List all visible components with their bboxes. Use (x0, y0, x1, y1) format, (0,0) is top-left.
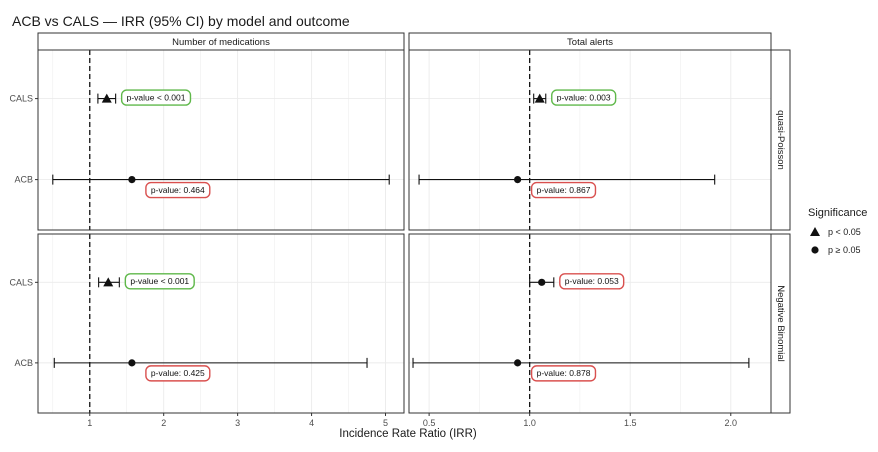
pvalue-label: p-value < 0.001 (124, 273, 195, 290)
x-tick-label: 3 (235, 418, 240, 428)
legend-circle-icon (811, 246, 819, 254)
chart-title: ACB vs CALS — IRR (95% CI) by model and … (12, 13, 350, 29)
legend-item-label: p ≥ 0.05 (828, 245, 860, 255)
x-tick-label: 0.5 (423, 418, 436, 428)
pvalue-label: p-value: 0.003 (551, 89, 617, 106)
legend: Significance p < 0.05 p ≥ 0.05 (808, 207, 867, 255)
x-tick-label: 2 (161, 418, 166, 428)
pvalue-label-box (530, 365, 597, 382)
x-tick-label: 1 (87, 418, 92, 428)
estimate-circle (128, 176, 136, 184)
y-tick-label: CALS (9, 94, 33, 104)
pvalue-label-text: p-value: 0.867 (537, 185, 591, 195)
panels-layer: Number of medications Total alerts quasi-P… (9, 32, 791, 428)
panel-background (38, 50, 404, 230)
y-tick-label: ACB (14, 358, 33, 368)
panel-background (409, 234, 771, 413)
pvalue-label: p-value: 0.425 (145, 365, 211, 382)
pvalue-label-text: p-value < 0.001 (127, 92, 186, 102)
column-strip-label: Total alerts (567, 37, 613, 48)
x-tick-label: 1.0 (523, 418, 536, 428)
x-tick-label: 4 (309, 418, 314, 428)
pvalue-label-box (120, 89, 192, 106)
panel-border (408, 49, 772, 231)
pvalue-label-box (559, 273, 625, 290)
pvalue-label: p-value: 0.867 (530, 181, 597, 199)
x-tick-label: 5 (383, 418, 388, 428)
x-tick-label: 1.5 (624, 418, 637, 428)
estimate-circle (514, 359, 522, 367)
pvalue-label-box (551, 89, 617, 106)
estimate-triangle (103, 277, 114, 287)
y-tick-label: ACB (14, 175, 33, 185)
panel-border (37, 233, 405, 414)
y-tick-label: CALS (9, 277, 33, 287)
column-strip-label: Number of medications (172, 37, 270, 48)
panel-background (38, 234, 404, 413)
panel-border (408, 233, 772, 414)
row-strip-label: Negative Binomial (775, 285, 786, 362)
pvalue-label-text: p-value: 0.425 (151, 368, 205, 378)
pvalue-label-box (530, 181, 597, 199)
estimate-triangle (534, 93, 545, 103)
estimate-circle (514, 176, 522, 184)
x-tick-label: 2.0 (725, 418, 738, 428)
pvalue-label-text: p-value: 0.878 (537, 368, 591, 378)
pvalue-label-text: p-value < 0.001 (130, 276, 189, 286)
pvalue-label-box (124, 273, 195, 290)
pvalue-label-box (145, 181, 211, 199)
pvalue-label-box (145, 365, 211, 382)
estimate-circle (538, 278, 546, 286)
panel-background (409, 50, 771, 230)
pvalue-label-text: p-value: 0.053 (565, 276, 619, 286)
legend-item-label: p < 0.05 (828, 227, 861, 237)
pvalue-label-text: p-value: 0.003 (557, 92, 611, 102)
panel-border (37, 49, 405, 231)
pvalue-label: p-value < 0.001 (120, 89, 192, 106)
pvalue-label: p-value: 0.464 (145, 181, 211, 199)
estimate-triangle (101, 93, 112, 103)
legend-title: Significance (808, 207, 867, 219)
pvalue-label: p-value: 0.878 (530, 365, 597, 382)
row-strip-label: quasi-Poisson (775, 110, 786, 170)
legend-triangle-icon (810, 227, 820, 236)
x-axis-title: Incidence Rate Ratio (IRR) (339, 428, 477, 440)
pvalue-label: p-value: 0.053 (559, 273, 625, 290)
pvalue-label-text: p-value: 0.464 (151, 185, 205, 195)
estimate-circle (128, 359, 136, 367)
